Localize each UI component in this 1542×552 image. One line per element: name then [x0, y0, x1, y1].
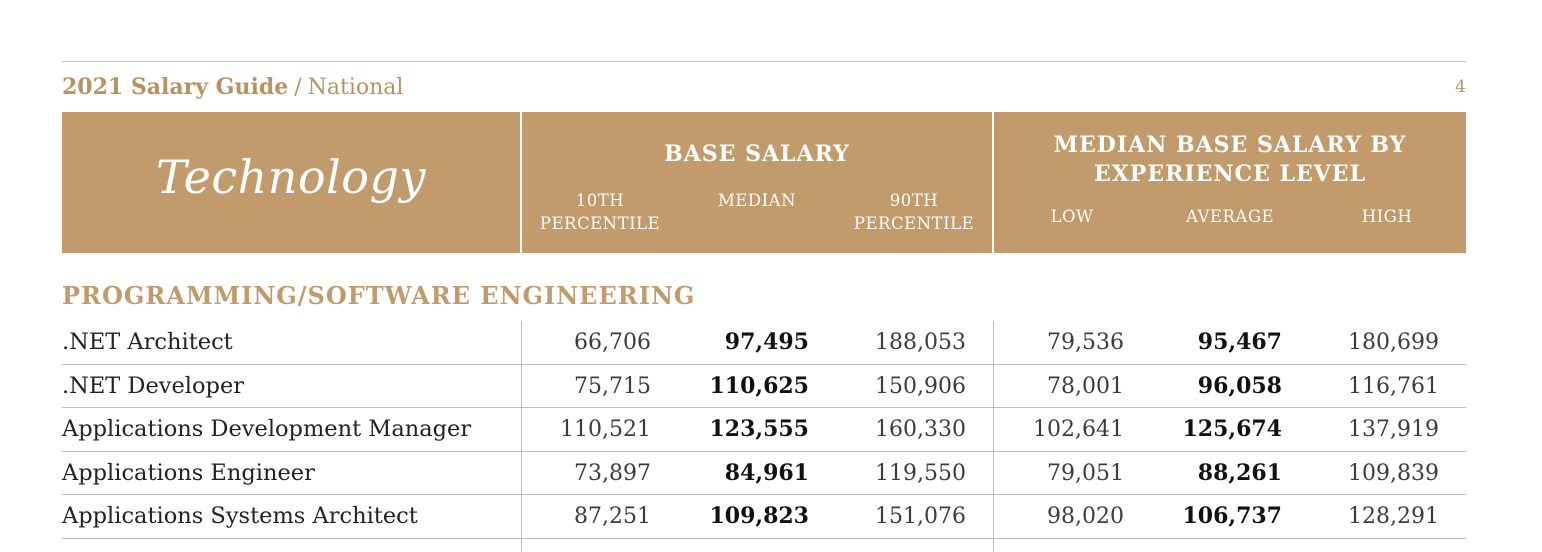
low-value: 79,051: [1047, 460, 1124, 486]
col-header-90th-percentile: 90TH PERCENTILE: [834, 189, 994, 235]
salary-table-body: .NET Architect 66,706 97,495 188,053 79,…: [62, 321, 1466, 539]
col-header-line: PERCENTILE: [853, 214, 975, 233]
average-value: 106,737: [1182, 503, 1282, 529]
job-title: Applications Engineer: [62, 459, 315, 486]
median-value: 97,495: [724, 329, 809, 355]
p90-value: 151,076: [875, 504, 966, 529]
col-header-line: 10TH: [575, 191, 625, 210]
col-header-high: HIGH: [1361, 207, 1413, 226]
p10-value: 75,715: [574, 373, 651, 399]
table-row: .NET Developer 75,715 110,625 150,906 78…: [62, 365, 1466, 408]
average-value: 125,674: [1182, 416, 1282, 442]
p90-value: 160,330: [875, 417, 966, 442]
header-divider: [992, 112, 994, 253]
job-title: Applications Development Manager: [62, 416, 472, 442]
table-row: Applications Engineer 73,897 84,961 119,…: [62, 452, 1466, 495]
table-header: Technology BASE SALARY 10TH PERCENTILE M…: [62, 112, 1466, 253]
job-title: .NET Developer: [62, 372, 245, 399]
section-title: Technology: [156, 150, 426, 204]
table-row: Applications Development Manager 110,521…: [62, 408, 1466, 452]
col-header-line: 90TH: [889, 191, 939, 210]
p90-value: 119,550: [875, 460, 966, 486]
high-value: 180,699: [1348, 330, 1439, 355]
high-value: 128,291: [1348, 504, 1439, 529]
high-value: 109,839: [1348, 460, 1439, 486]
column-divider: [521, 321, 522, 552]
median-value: 123,555: [709, 416, 809, 442]
p10-value: 87,251: [574, 504, 651, 529]
median-value: 109,823: [709, 503, 809, 529]
low-value: 78,001: [1047, 373, 1124, 399]
col-header-line: MEDIAN: [717, 191, 797, 210]
p10-value: 110,521: [560, 417, 651, 442]
p90-value: 188,053: [875, 330, 966, 355]
col-header-median: MEDIAN: [677, 189, 837, 212]
top-rule: [62, 61, 1466, 62]
col-header-low: LOW: [1050, 207, 1094, 226]
guide-separator: /: [294, 75, 302, 100]
guide-title: 2021 Salary Guide: [62, 74, 289, 100]
low-value: 79,536: [1047, 330, 1124, 355]
p10-value: 66,706: [574, 330, 651, 355]
p10-value: 73,897: [574, 460, 651, 486]
guide-heading: 2021 Salary Guide / National: [62, 74, 403, 100]
low-value: 102,641: [1033, 417, 1124, 442]
median-value: 84,961: [724, 459, 809, 486]
p90-value: 150,906: [875, 373, 966, 399]
header-divider: [520, 112, 522, 253]
average-value: 96,058: [1197, 372, 1282, 399]
job-title: .NET Architect: [62, 329, 233, 355]
col-header-line: PERCENTILE: [539, 214, 661, 233]
col-header-10th-percentile: 10TH PERCENTILE: [520, 189, 680, 235]
column-divider: [993, 321, 994, 552]
high-value: 116,761: [1348, 373, 1439, 399]
table-row: Applications Systems Architect 87,251 10…: [62, 495, 1466, 539]
experience-title: MEDIAN BASE SALARY BY EXPERIENCE LEVEL: [994, 131, 1466, 189]
table-row: .NET Architect 66,706 97,495 188,053 79,…: [62, 321, 1466, 365]
average-value: 88,261: [1197, 459, 1282, 486]
median-value: 110,625: [709, 372, 809, 399]
category-heading: PROGRAMMING/SOFTWARE ENGINEERING: [62, 281, 696, 310]
high-value: 137,919: [1348, 417, 1439, 442]
guide-region: National: [307, 75, 404, 100]
col-header-average: AVERAGE: [1185, 207, 1275, 226]
average-value: 95,467: [1197, 329, 1282, 355]
page-number: 4: [1455, 77, 1466, 97]
experience-title-line: MEDIAN BASE SALARY BY: [1053, 132, 1407, 158]
low-value: 98,020: [1047, 504, 1124, 529]
base-salary-title: BASE SALARY: [664, 141, 850, 167]
job-title: Applications Systems Architect: [62, 503, 418, 529]
experience-title-line: EXPERIENCE LEVEL: [1093, 161, 1367, 187]
